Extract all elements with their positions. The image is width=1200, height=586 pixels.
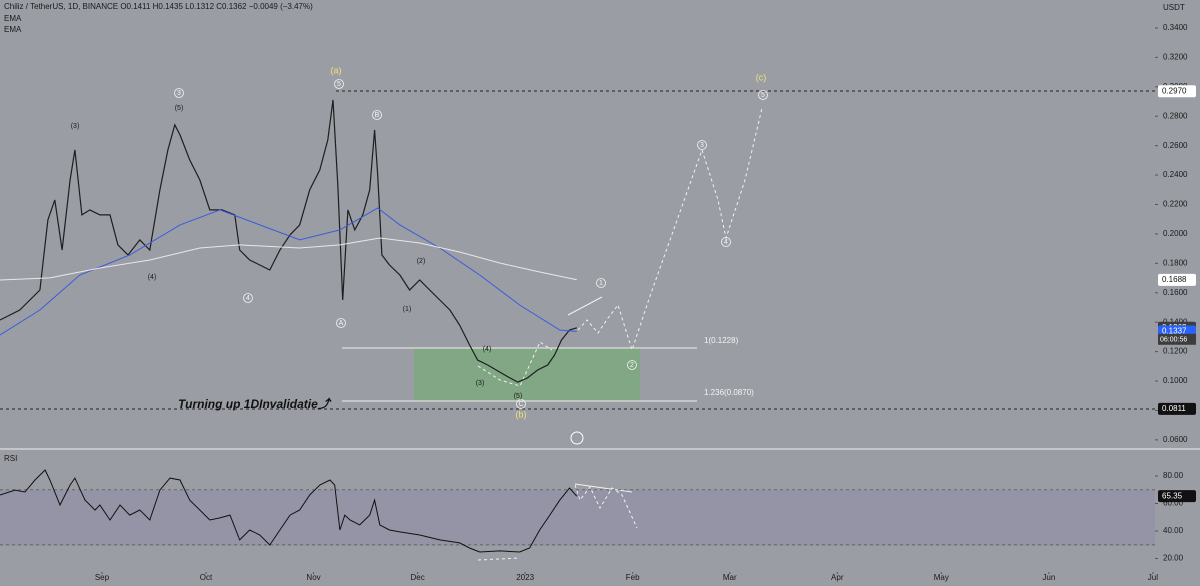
price-line bbox=[0, 99, 577, 383]
wave-label: 5 bbox=[337, 81, 341, 88]
wave-label: 2 bbox=[630, 362, 634, 369]
rsi-last-marker bbox=[1158, 490, 1196, 503]
y-tick-label: 0.1200 bbox=[1163, 347, 1188, 356]
currency-label: USDT bbox=[1163, 3, 1185, 12]
indicator-label: EMA bbox=[4, 14, 22, 23]
rsi-tick-label: 60.00 bbox=[1163, 499, 1184, 508]
wave-circle bbox=[243, 293, 253, 303]
wave-label: (1) bbox=[403, 306, 412, 313]
price-marker-label: 0.1688 bbox=[1162, 275, 1187, 284]
wave-label: 1 bbox=[599, 280, 603, 287]
x-tick-label: Jun bbox=[1042, 573, 1055, 582]
ema-line bbox=[0, 207, 577, 336]
price-marker bbox=[1158, 402, 1196, 415]
wave-circle bbox=[627, 360, 637, 370]
wave-circle bbox=[372, 110, 382, 120]
wave-label: (5) bbox=[175, 105, 184, 112]
price-marker-label: 0.2970 bbox=[1162, 86, 1187, 95]
rsi-last-label: 65.35 bbox=[1162, 491, 1183, 500]
wave-label: (2) bbox=[417, 258, 426, 265]
price-marker-label: 0.0811 bbox=[1162, 404, 1186, 413]
rsi-tick-label: 20.00 bbox=[1163, 554, 1184, 563]
y-tick-label: 0.2200 bbox=[1163, 200, 1188, 209]
wave-label: (c) bbox=[756, 72, 767, 82]
wave-label: (4) bbox=[483, 346, 492, 353]
x-tick-label: Jul bbox=[1148, 573, 1158, 582]
wave-label: (3) bbox=[71, 123, 80, 130]
y-tick-label: 0.1000 bbox=[1163, 376, 1188, 385]
price-marker bbox=[1158, 273, 1196, 286]
x-tick-label: 2023 bbox=[516, 573, 534, 582]
rsi-line bbox=[0, 469, 578, 553]
wave-circle bbox=[758, 90, 768, 100]
y-tick-label: 0.2000 bbox=[1163, 229, 1188, 238]
fib-label: 1.236(0.0870) bbox=[704, 388, 754, 397]
wave-circle bbox=[596, 278, 606, 288]
fib-label: 1(0.1228) bbox=[704, 336, 739, 345]
wave-label: 3 bbox=[177, 90, 181, 97]
price-marker bbox=[1158, 85, 1196, 98]
indicator-label: EMA bbox=[4, 25, 22, 34]
wave-label: (b) bbox=[516, 409, 527, 419]
y-tick-label: 0.0600 bbox=[1163, 435, 1188, 444]
wave-label: (4) bbox=[148, 274, 157, 281]
rsi-trend-line bbox=[477, 557, 521, 561]
x-tick-label: Oct bbox=[200, 573, 213, 582]
x-tick-label: Mar bbox=[723, 573, 737, 582]
rsi-trend-line bbox=[574, 483, 633, 493]
wave-circle bbox=[721, 237, 731, 247]
rsi-label: RSI bbox=[4, 454, 17, 463]
wave-label: A bbox=[339, 320, 344, 327]
price-marker-label: 0.1337 bbox=[1162, 327, 1187, 336]
wave-label: C bbox=[518, 401, 523, 408]
wave-circle bbox=[174, 88, 184, 98]
wave-label: (5) bbox=[514, 393, 523, 400]
target-zone bbox=[414, 348, 640, 401]
wave-circle bbox=[334, 79, 344, 89]
y-tick-label: 0.1600 bbox=[1163, 288, 1188, 297]
wave-label: (3) bbox=[476, 380, 485, 387]
rsi-tick-label: 40.00 bbox=[1163, 526, 1184, 535]
projection-path bbox=[577, 107, 763, 352]
y-tick-label: 0.3200 bbox=[1163, 52, 1188, 61]
countdown-box bbox=[1158, 333, 1196, 345]
wave-label: B bbox=[375, 112, 380, 119]
ema-line bbox=[0, 237, 577, 281]
x-tick-label: Nov bbox=[306, 573, 320, 582]
x-tick-label: Dec bbox=[410, 573, 424, 582]
wave-circle bbox=[516, 399, 526, 409]
rsi-tick-label: 80.00 bbox=[1163, 471, 1184, 480]
rsi-band-fill bbox=[0, 490, 1155, 546]
rsi-projection bbox=[574, 484, 638, 529]
x-tick-label: Feb bbox=[626, 573, 640, 582]
wave-label: 3 bbox=[700, 142, 704, 149]
wave-label: (a) bbox=[331, 65, 342, 75]
wave-label: 5 bbox=[761, 92, 765, 99]
countdown: 06:00:56 bbox=[1160, 337, 1187, 344]
y-tick-label: 0.3400 bbox=[1163, 23, 1188, 32]
x-tick-label: Sep bbox=[95, 573, 110, 582]
y-tick-label: 0.1800 bbox=[1163, 258, 1188, 267]
y-tick-label: 0.2600 bbox=[1163, 141, 1188, 150]
wave-circle bbox=[336, 318, 346, 328]
wave-label: 4 bbox=[724, 239, 728, 246]
note: Turning up 1DInvalidatie⤴ bbox=[178, 397, 332, 411]
y-tick-label: 0.2400 bbox=[1163, 170, 1188, 179]
flash-icon bbox=[570, 431, 584, 445]
wave-circle bbox=[697, 140, 707, 150]
y-tick-label: 0.2800 bbox=[1163, 111, 1188, 120]
chart-title: Chiliz / TetherUS, 1D, BINANCE O0.1411 H… bbox=[4, 2, 313, 11]
trend-line bbox=[567, 296, 603, 316]
x-tick-label: Apr bbox=[831, 573, 844, 582]
x-tick-label: May bbox=[934, 573, 949, 582]
wave-label: 4 bbox=[246, 295, 250, 302]
